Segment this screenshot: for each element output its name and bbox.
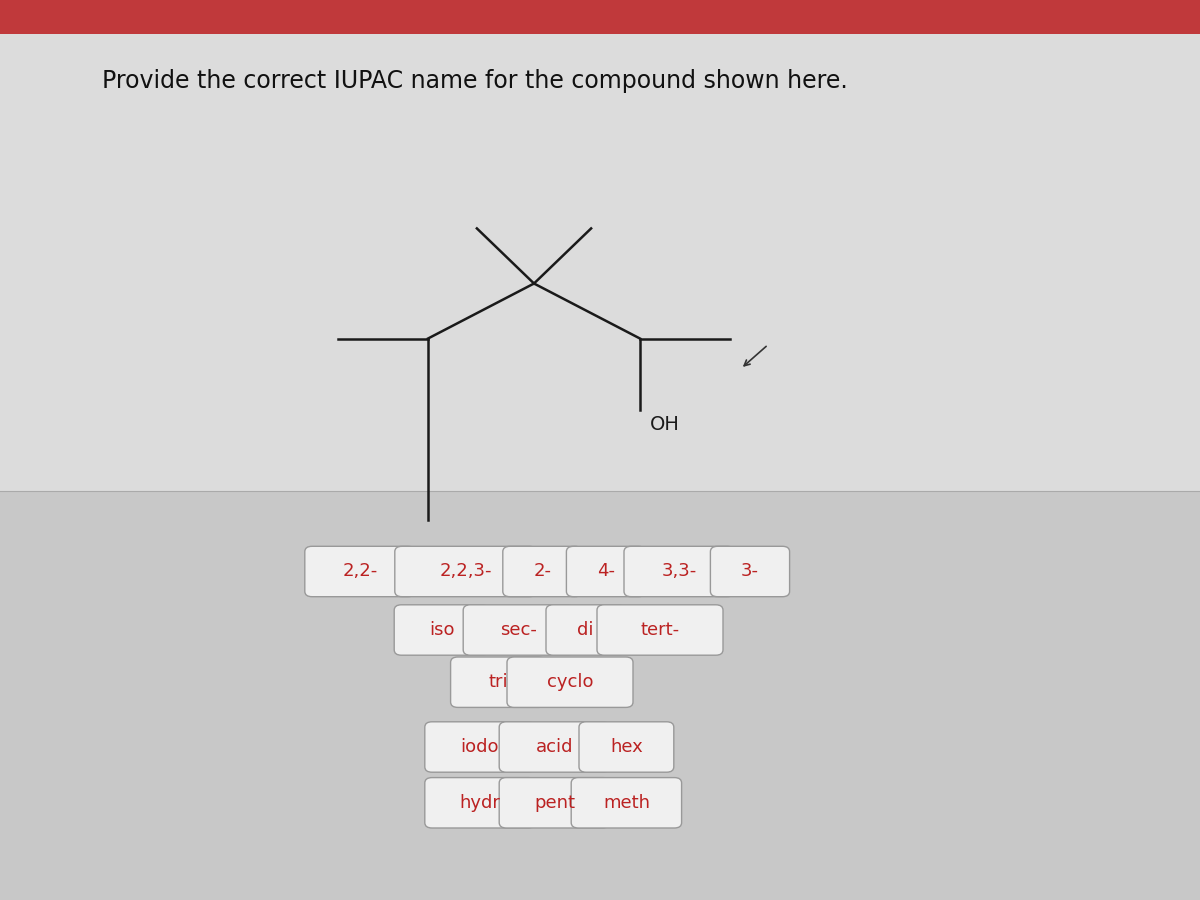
Text: 3,3-: 3,3- <box>661 562 697 580</box>
Text: tert-: tert- <box>641 621 679 639</box>
Text: iso: iso <box>428 621 455 639</box>
Text: meth: meth <box>602 794 650 812</box>
FancyBboxPatch shape <box>598 605 722 655</box>
Text: acid: acid <box>535 738 574 756</box>
Text: iodo: iodo <box>461 738 499 756</box>
FancyBboxPatch shape <box>503 546 582 597</box>
Text: sec-: sec- <box>500 621 536 639</box>
FancyBboxPatch shape <box>425 778 535 828</box>
FancyBboxPatch shape <box>566 546 646 597</box>
Text: hydr: hydr <box>460 794 500 812</box>
Bar <box>0 491 1200 900</box>
FancyBboxPatch shape <box>546 605 625 655</box>
FancyBboxPatch shape <box>305 546 415 597</box>
Text: 3-: 3- <box>742 562 760 580</box>
FancyBboxPatch shape <box>450 657 545 707</box>
Text: di: di <box>577 621 594 639</box>
FancyBboxPatch shape <box>499 722 610 772</box>
Text: cyclo: cyclo <box>547 673 593 691</box>
FancyBboxPatch shape <box>710 546 790 597</box>
FancyBboxPatch shape <box>624 546 734 597</box>
FancyBboxPatch shape <box>499 778 610 828</box>
FancyBboxPatch shape <box>395 546 536 597</box>
FancyBboxPatch shape <box>571 778 682 828</box>
Text: hex: hex <box>610 738 643 756</box>
FancyBboxPatch shape <box>463 605 574 655</box>
Text: Provide the correct IUPAC name for the compound shown here.: Provide the correct IUPAC name for the c… <box>102 69 847 94</box>
FancyBboxPatch shape <box>425 722 535 772</box>
Text: OH: OH <box>649 415 679 434</box>
Text: 2,2,3-: 2,2,3- <box>439 562 492 580</box>
Text: 2-: 2- <box>533 562 552 580</box>
Bar <box>0 0 1200 491</box>
FancyBboxPatch shape <box>395 605 490 655</box>
Text: 2,2-: 2,2- <box>342 562 378 580</box>
Text: pent: pent <box>534 794 575 812</box>
FancyBboxPatch shape <box>508 657 634 707</box>
Text: 4-: 4- <box>598 562 616 580</box>
Bar <box>0 0 1200 34</box>
FancyBboxPatch shape <box>580 722 674 772</box>
Text: tri: tri <box>488 673 508 691</box>
